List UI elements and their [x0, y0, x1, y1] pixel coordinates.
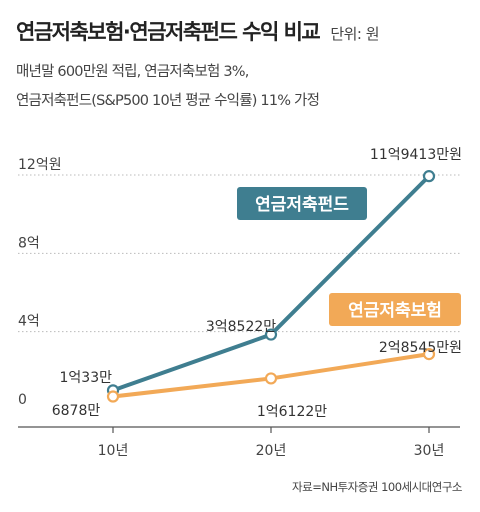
chart-title: 연금저축보험·연금저축펀드 수익 비교	[16, 20, 321, 44]
data-label: 1억33만	[60, 370, 113, 386]
series-label: 연금저축보험	[348, 300, 442, 321]
subtitle-line-1: 매년말 600만원 적립, 연금저축보험 3%,	[16, 64, 249, 80]
series-label-badge	[237, 187, 367, 220]
y-tick-label: 12억원	[18, 157, 62, 173]
y-tick-label: 8억	[18, 235, 40, 251]
data-label: 11억9413만원	[370, 147, 462, 163]
data-point-insurance	[422, 347, 436, 361]
source-note: 자료=NH투자증권 100세시대연구소	[292, 480, 462, 494]
y-tick-label: 0	[18, 392, 27, 408]
data-label: 1억6122만	[257, 404, 327, 420]
title-row: 연금저축보험·연금저축펀드 수익 비교 단위: 원	[16, 16, 466, 46]
series-label: 연금저축펀드	[255, 195, 349, 215]
chart-subtitle: 매년말 600만원 적립, 연금저축보험 3%, 연금저축펀드(S&P500 1…	[16, 58, 466, 116]
data-label: 6878만	[52, 403, 101, 419]
subtitle-line-2: 연금저축펀드(S&P500 10년 평균 수익률) 11% 가정	[16, 93, 320, 109]
x-tick-label: 10년	[98, 443, 129, 459]
y-tick-label: 4억	[18, 314, 40, 330]
x-tick-label: 30년	[414, 443, 445, 459]
data-label: 3억8522만	[206, 319, 276, 335]
series-label-badge	[329, 293, 461, 326]
data-point-fund	[422, 170, 436, 183]
x-tick-label: 20년	[256, 443, 287, 459]
data-label: 2억8545만원	[379, 340, 462, 356]
data-point-fund	[264, 328, 278, 341]
chart-header: 연금저축보험·연금저축펀드 수익 비교 단위: 원 매년말 600만원 적립, …	[16, 16, 466, 116]
unit-label: 단위: 원	[330, 25, 380, 43]
data-point-insurance	[264, 372, 278, 385]
data-point-insurance	[106, 390, 120, 403]
